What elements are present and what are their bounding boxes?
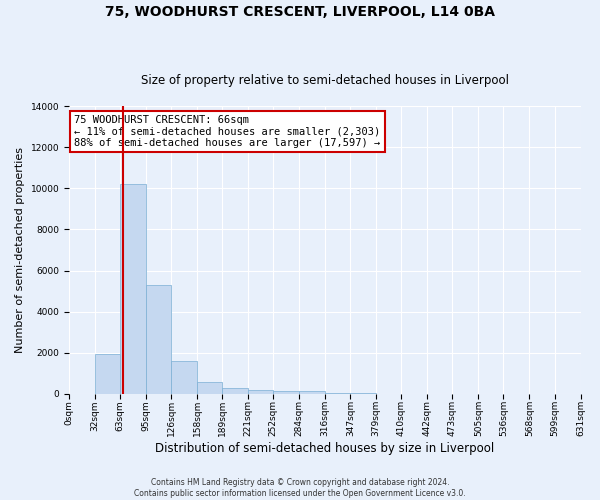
Text: 75 WOODHURST CRESCENT: 66sqm
← 11% of semi-detached houses are smaller (2,303)
8: 75 WOODHURST CRESCENT: 66sqm ← 11% of se… — [74, 115, 380, 148]
Bar — [171, 362, 197, 394]
Bar — [299, 392, 325, 394]
Text: Contains HM Land Registry data © Crown copyright and database right 2024.
Contai: Contains HM Land Registry data © Crown c… — [134, 478, 466, 498]
X-axis label: Distribution of semi-detached houses by size in Liverpool: Distribution of semi-detached houses by … — [155, 442, 494, 455]
Bar — [222, 388, 248, 394]
Bar — [95, 354, 120, 394]
Y-axis label: Number of semi-detached properties: Number of semi-detached properties — [15, 147, 25, 353]
Bar — [325, 393, 350, 394]
Bar — [273, 392, 299, 394]
Bar — [248, 390, 273, 394]
Text: 75, WOODHURST CRESCENT, LIVERPOOL, L14 0BA: 75, WOODHURST CRESCENT, LIVERPOOL, L14 0… — [105, 5, 495, 19]
Bar — [197, 382, 222, 394]
Title: Size of property relative to semi-detached houses in Liverpool: Size of property relative to semi-detach… — [141, 74, 509, 87]
Bar — [120, 184, 146, 394]
Bar — [350, 393, 376, 394]
Bar — [146, 285, 171, 394]
